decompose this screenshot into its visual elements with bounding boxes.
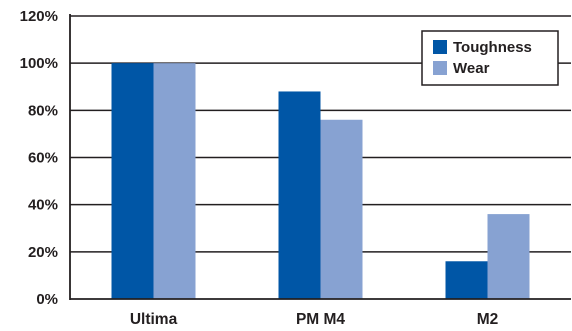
bar-wear-ultima <box>153 63 196 299</box>
y-tick-label: 120% <box>20 8 58 25</box>
bar-wear-pm-m4 <box>320 119 363 300</box>
x-category-label: PM M4 <box>296 311 345 326</box>
bars <box>111 63 530 300</box>
y-tick-label: 20% <box>28 244 58 261</box>
bar-toughness-m2 <box>445 261 488 299</box>
axes <box>69 14 571 300</box>
y-tick-label: 80% <box>28 102 58 119</box>
y-tick-label: 100% <box>20 55 58 72</box>
bar-toughness-pm-m4 <box>278 91 321 299</box>
legend-label-wear: Wear <box>453 60 490 77</box>
legend: Toughness Wear <box>421 30 559 86</box>
y-tick-label: 0% <box>36 291 58 308</box>
legend-label-toughness: Toughness <box>453 39 532 56</box>
legend-box <box>421 30 559 86</box>
x-category-labels: Ultima PM M4 M2 <box>130 311 499 328</box>
y-tick-label: 40% <box>28 197 58 214</box>
y-tick-label: 60% <box>28 150 58 167</box>
bar-wear-m2 <box>487 214 530 299</box>
y-tick-labels: 0% 20% 40% 60% 80% 100% 120% <box>20 8 58 308</box>
legend-swatch-wear <box>433 61 447 75</box>
legend-swatch-toughness <box>433 40 447 54</box>
x-category-label: Ultima <box>130 311 178 326</box>
x-category-label: M2 <box>477 311 499 326</box>
bar-toughness-ultima <box>111 63 154 299</box>
